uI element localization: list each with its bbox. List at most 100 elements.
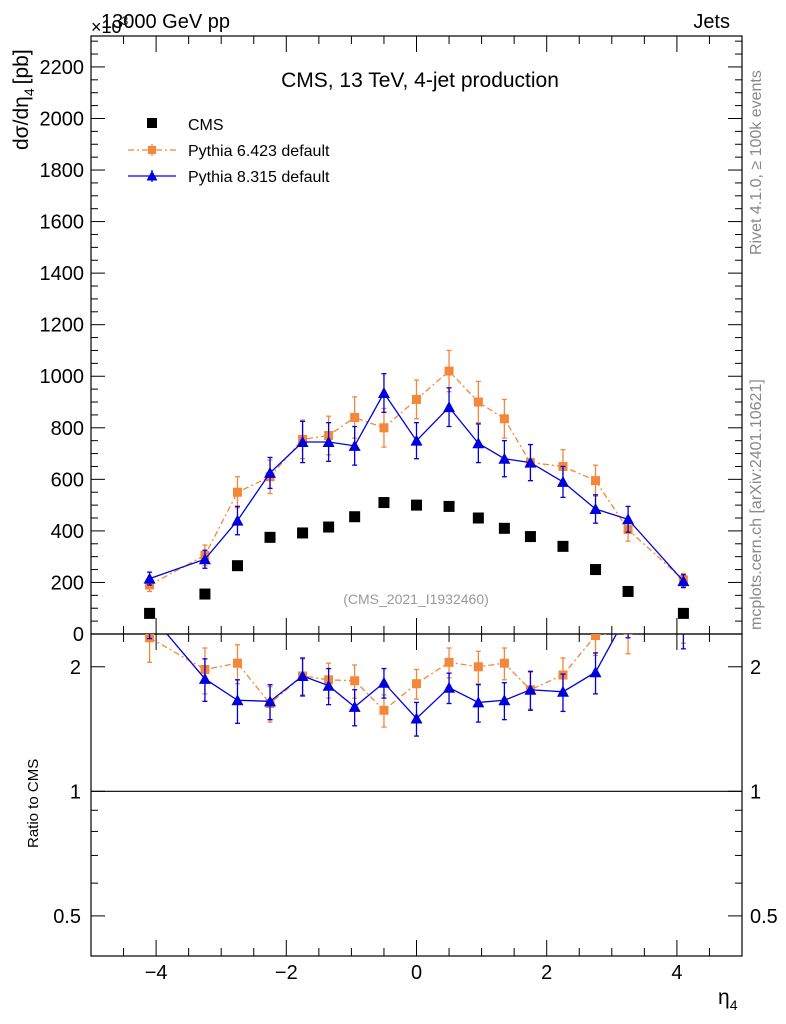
pythia8-point: [143, 572, 156, 584]
ratio-pythia6-point: [591, 634, 601, 641]
legend: CMS Pythia 6.423 default Pythia 8.315 de…: [128, 117, 330, 186]
ratio-pythia8-point: [264, 695, 277, 707]
main-y-tick-label: 1800: [40, 160, 85, 182]
ratio-pythia8-point: [443, 681, 456, 693]
main-y-tick-label: 2200: [40, 57, 85, 79]
legend-marker-pythia6: [148, 146, 156, 154]
ratio-panel: 0.5 0.5 1 1 2 2 −4 −2 0 2 4 Ratio to CMS η4: [25, 633, 778, 1013]
ratio-pythia8-point: [524, 683, 537, 695]
ratio-pythia6-point: [499, 658, 509, 668]
pythia8-point: [264, 466, 277, 478]
pythia8-point: [498, 452, 511, 464]
main-y-tick-label: 600: [51, 469, 84, 491]
category-label: Jets: [693, 11, 730, 33]
pythia8-point: [677, 575, 690, 587]
ratio-x-axis: −4 −2 0 2 4: [90, 634, 743, 984]
cms-point: [557, 540, 569, 552]
legend-marker-pythia8: [146, 170, 158, 181]
analysis-id: (CMS_2021_I1932460): [343, 591, 489, 607]
cms-point: [231, 560, 243, 572]
cms-point: [498, 522, 510, 534]
cms-point: [622, 585, 634, 597]
ratio-x-tick-label: 4: [671, 962, 682, 984]
ratio-pythia8-point: [296, 669, 309, 681]
cms-point: [144, 607, 156, 619]
legend-label-pythia8: Pythia 8.315 default: [188, 169, 330, 186]
legend-label-cms: CMS: [188, 117, 224, 134]
ratio-pythia8-point: [322, 679, 335, 691]
cms-point: [264, 531, 276, 543]
ratio-y-tick-label-right: 1: [750, 781, 761, 803]
pythia6-point: [591, 476, 601, 486]
ratio-y-tick-label-right: 2: [750, 657, 761, 679]
main-y-tick-label: 1600: [40, 212, 85, 234]
pythia8-point: [524, 456, 537, 468]
pythia8-line: [149, 391, 684, 582]
main-y-tick-label: 400: [51, 521, 84, 543]
pythia6-point: [473, 397, 483, 407]
cms-point: [411, 499, 422, 511]
ratio-pythia8-point: [231, 694, 244, 706]
pythia8-point: [322, 435, 335, 447]
pythia6-point: [350, 412, 360, 422]
cms-point: [443, 500, 455, 512]
ratio-pythia6-point: [350, 676, 360, 686]
pythia6-point: [444, 366, 454, 376]
pythia8-point: [622, 513, 635, 525]
ratio-pythia8-point: [556, 685, 569, 697]
main-y-tick-label: 1000: [40, 366, 85, 388]
main-y-tick-label: 1200: [40, 315, 85, 337]
ratio-pythia8-point: [377, 676, 390, 688]
ratio-x-tick-label: −2: [275, 962, 298, 984]
legend-marker-cms: [147, 118, 157, 128]
ratio-y-tick-label: 2: [70, 657, 81, 679]
main-y-tick-label: 800: [51, 418, 84, 440]
pythia6-point: [379, 423, 389, 433]
legend-item-pythia6: Pythia 6.423 default: [128, 143, 330, 160]
pythia8-point: [589, 502, 602, 514]
ratio-pythia8-point: [472, 696, 485, 708]
pythia8-point: [410, 434, 423, 446]
ratio-pythia6-point: [473, 662, 483, 672]
ratio-pythia8-point: [348, 700, 361, 712]
ratio-pythia8-point: [410, 712, 423, 724]
legend-item-cms: CMS: [147, 117, 224, 134]
cms-point: [349, 511, 361, 523]
main-y-tick-label: 200: [51, 572, 84, 594]
pythia8-point: [377, 386, 390, 398]
pythia8-point: [472, 437, 485, 449]
cms-point: [677, 607, 689, 619]
cms-point: [323, 521, 335, 533]
pythia8-point: [231, 514, 244, 526]
ratio-y-tick-label-right: 0.5: [750, 906, 778, 928]
x-axis-label: η4: [718, 986, 738, 1013]
ratio-pythia6-point: [412, 679, 421, 689]
pythia6-point: [232, 487, 242, 497]
cms-point: [472, 512, 484, 524]
pythia8-point: [348, 439, 361, 451]
cms-point: [524, 531, 536, 543]
pythia6-point: [499, 414, 509, 424]
ratio-x-tick-label: 2: [541, 962, 552, 984]
ratio-pythia6-point: [232, 658, 242, 668]
chart-title: CMS, 13 TeV, 4-jet production: [281, 69, 559, 92]
cms-point: [297, 527, 309, 539]
ratio-y-axis: 0.5 0.5 1 1 2 2: [53, 657, 778, 928]
ratio-series-group: [145, 634, 686, 737]
pythia8-point: [443, 401, 456, 413]
ratio-pythia8-point: [589, 666, 602, 678]
ratio-y-tick-label: 1: [70, 781, 81, 803]
ratio-x-tick-label: 0: [411, 962, 422, 984]
pythia6-point: [412, 394, 421, 404]
cms-point: [590, 564, 602, 576]
main-y-tick-label: 0: [73, 624, 84, 646]
ratio-y-tick-label: 0.5: [53, 906, 81, 928]
pythia8-point: [198, 553, 211, 565]
ratio-pythia6-point: [444, 657, 454, 667]
source-label: mcplots.cern.ch [arXiv:2401.10621]: [748, 379, 765, 630]
main-series-group: [143, 349, 690, 619]
main-y-axis: 0 200 400 600 800 1000 1200 1400 1600 1800 2000 220…: [40, 40, 742, 646]
main-y-tick-label: 2000: [40, 108, 85, 130]
main-x-ticks: [90, 36, 743, 634]
